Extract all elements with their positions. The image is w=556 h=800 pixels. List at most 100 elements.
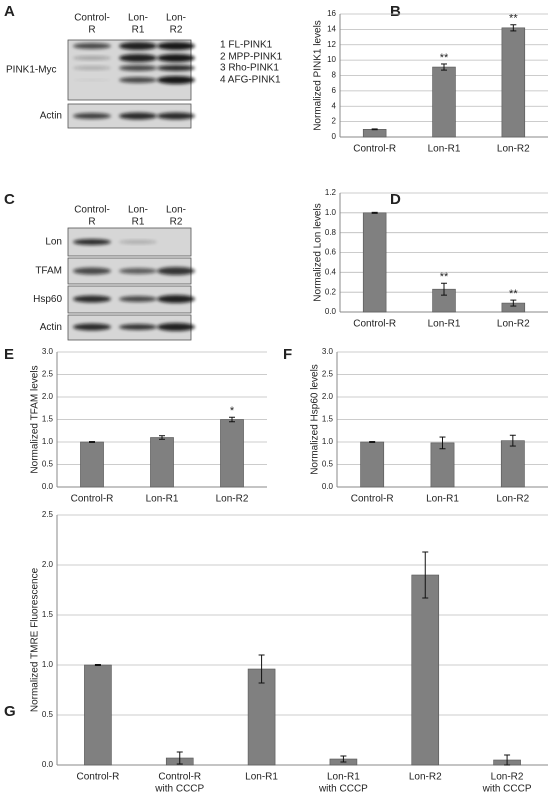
band: [119, 54, 157, 62]
band: [73, 267, 111, 275]
error-bar: [509, 434, 516, 447]
y-tick-label: 16: [327, 9, 336, 18]
y-tick-label: 0.0: [325, 307, 337, 316]
panel-letter: D: [390, 191, 401, 208]
band: [157, 76, 195, 84]
significance-label: *: [230, 405, 235, 417]
band: [119, 296, 157, 302]
y-axis-label: Normalized TMRE Fluorescence: [30, 567, 41, 712]
panel-letter: B: [390, 3, 401, 20]
x-tick-label: Control-R: [158, 772, 201, 783]
x-tick-label: Lon-R1: [245, 772, 278, 783]
band: [157, 42, 195, 50]
x-tick-label: Control-R: [351, 494, 394, 505]
y-tick-label: 0.2: [325, 287, 337, 296]
error-bar: [159, 435, 165, 440]
error-bar: [371, 128, 378, 131]
y-tick-label: 0: [332, 132, 337, 141]
column-label: Lon-: [166, 205, 186, 216]
bar: [150, 437, 174, 488]
bar: [430, 442, 455, 488]
column-label: R1: [132, 217, 145, 228]
bar: [84, 664, 112, 766]
error-bar: [258, 654, 265, 684]
y-tick-label: 1.0: [325, 208, 337, 217]
x-tick-label: Control-R: [353, 144, 396, 155]
y-tick-label: 6: [332, 86, 337, 95]
y-tick-label: 0.5: [322, 460, 334, 469]
band-label: 3 Rho-PINK1: [220, 63, 279, 74]
y-tick-label: 14: [327, 24, 336, 33]
band: [119, 240, 157, 244]
band: [73, 113, 111, 119]
band: [157, 54, 195, 62]
band: [119, 268, 157, 274]
column-label: Lon-: [128, 13, 148, 24]
error-bar: [369, 441, 376, 443]
panel-letter: E: [4, 346, 14, 363]
band: [73, 79, 111, 81]
band-label: 1 FL-PINK1: [220, 40, 273, 51]
error-bar: [422, 551, 429, 599]
x-tick-label: Lon-R2: [496, 494, 529, 505]
y-tick-label: 2.5: [42, 510, 54, 519]
x-tick-label: Lon-R1: [426, 494, 459, 505]
x-tick-label: Lon-R2: [216, 494, 249, 505]
y-tick-label: 1.0: [42, 437, 54, 446]
band: [119, 112, 157, 120]
x-tick-label: Control-R: [77, 772, 120, 783]
error-bar: [371, 211, 378, 214]
error-bar: [439, 436, 446, 450]
bar: [360, 441, 385, 488]
column-label: Lon-: [166, 13, 186, 24]
y-tick-label: 3.0: [322, 347, 334, 356]
column-label: R2: [170, 25, 183, 36]
band-label: 2 MPP-PINK1: [220, 52, 283, 63]
row-label: Actin: [40, 111, 62, 122]
y-tick-label: 12: [327, 40, 336, 49]
column-label: Lon-: [128, 205, 148, 216]
band: [119, 324, 157, 330]
error-bar: [510, 24, 517, 32]
bar: [220, 419, 244, 488]
y-tick-label: 0.0: [42, 760, 54, 769]
x-tick-label: Control-R: [353, 319, 396, 330]
y-tick-label: 2.5: [42, 370, 54, 379]
band: [73, 56, 111, 60]
column-label: Control-: [74, 205, 110, 216]
y-tick-label: 2.5: [322, 370, 334, 379]
row-label: Actin: [40, 322, 62, 333]
band: [73, 295, 111, 303]
band: [73, 66, 111, 70]
y-tick-label: 0.6: [325, 248, 337, 257]
band: [119, 77, 157, 83]
y-tick-label: 0.0: [322, 482, 334, 491]
x-tick-label: Lon-R2: [497, 144, 530, 155]
band: [73, 323, 111, 331]
y-tick-label: 0.5: [42, 460, 54, 469]
x-tick-label: Lon-R2: [491, 772, 524, 783]
bar: [362, 129, 387, 138]
y-tick-label: 2.0: [42, 392, 54, 401]
x-tick-label: Lon-R1: [428, 319, 461, 330]
column-label: R: [88, 25, 95, 36]
x-tick-label: Lon-R2: [497, 319, 530, 330]
error-bar: [229, 416, 235, 423]
y-axis-label: Normalized PINK1 levels: [313, 20, 324, 131]
row-label: TFAM: [35, 266, 62, 277]
error-bar: [441, 63, 447, 71]
bar: [500, 440, 525, 488]
bar: [411, 574, 440, 766]
error-bar: [94, 664, 101, 666]
panel-letter: C: [4, 191, 15, 208]
x-tick-label: Lon-R1: [327, 772, 360, 783]
band: [119, 65, 157, 71]
row-label: Hsp60: [33, 294, 62, 305]
y-tick-label: 0.0: [42, 482, 54, 491]
error-bar: [89, 441, 95, 443]
band: [73, 239, 111, 245]
significance-label: **: [440, 52, 449, 64]
row-label: Lon: [45, 237, 62, 248]
x-tick-label: with CCCP: [482, 784, 532, 795]
y-tick-label: 2.0: [322, 392, 334, 401]
